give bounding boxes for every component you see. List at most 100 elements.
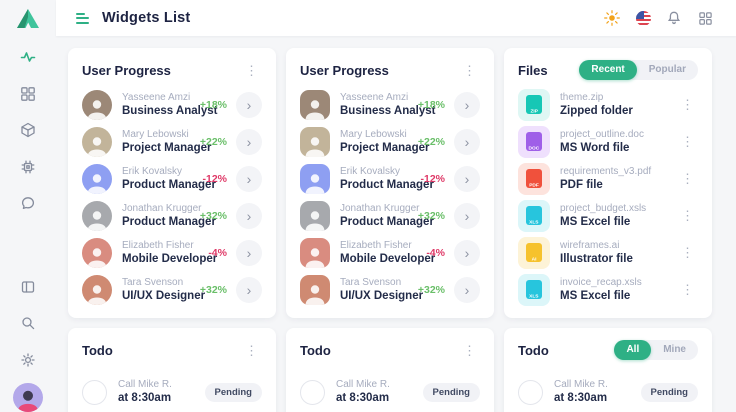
user-detail-button[interactable]: ›: [454, 239, 480, 266]
files-card: Files Recent Popular ZIP: [504, 48, 712, 318]
avatar-person-icon: [87, 99, 107, 120]
user-detail-button[interactable]: ›: [236, 128, 262, 155]
topbar-actions: [603, 9, 714, 27]
avatar: [82, 89, 112, 120]
todo-label: Call Mike R.: [336, 379, 390, 391]
dashboard-grid-icon: [21, 86, 35, 101]
language-button[interactable]: [634, 9, 652, 27]
user-row: Yasseene Amzi Business Analyst +18% ›: [300, 86, 480, 123]
progress-change: -12%: [202, 172, 227, 185]
user-detail-button[interactable]: ›: [236, 276, 262, 303]
file-menu-button[interactable]: ⋮: [677, 281, 698, 298]
progress-change: -4%: [426, 246, 445, 259]
card-title: Todo: [518, 342, 549, 358]
sidebar-item-chat[interactable]: [12, 188, 44, 220]
card-title: Todo: [300, 342, 331, 358]
file-type: MS Word file: [560, 141, 630, 154]
todo-checkbox[interactable]: [82, 379, 107, 405]
app-logo[interactable]: [13, 4, 43, 34]
todo-label: Call Mike R.: [118, 379, 172, 391]
card-menu-button[interactable]: ⋮: [241, 62, 262, 79]
user-row: Jonathan Krugger Product Manager +32% ›: [82, 197, 262, 234]
sidebar-item-activity[interactable]: [12, 42, 44, 74]
file-type: MS Excel file: [560, 215, 631, 228]
theme-toggle-button[interactable]: [603, 9, 621, 27]
card-menu-button[interactable]: ⋮: [459, 342, 480, 359]
sidebar-item-dashboard[interactable]: [12, 78, 44, 110]
user-detail-button[interactable]: ›: [236, 91, 262, 118]
avatar-person-icon: [305, 173, 325, 194]
file-menu-button[interactable]: ⋮: [677, 207, 698, 224]
avatar: [82, 237, 112, 268]
todo-checkbox[interactable]: [518, 379, 543, 405]
progress-change: +32%: [199, 283, 227, 296]
status-badge: Pending: [204, 382, 262, 402]
sidebar-item-components[interactable]: [12, 151, 44, 183]
file-type: PDF file: [560, 178, 603, 191]
user-name: Erik Kovalsky: [340, 165, 401, 177]
avatar: [300, 237, 330, 268]
file-name: project_budget.xsls: [560, 202, 647, 214]
user-role: UI/UX Designer: [122, 289, 206, 302]
user-name: Tara Svenson: [340, 276, 402, 288]
sidebar-item-panel[interactable]: [12, 271, 44, 303]
progress-change: +32%: [417, 283, 445, 296]
todo-row: Call Mike R. at 8:30am Pending: [82, 372, 262, 412]
avatar-person-icon: [87, 210, 107, 231]
todo-checkbox[interactable]: [300, 379, 325, 405]
file-list: ZIP theme.zip Zipped folder ⋮: [518, 86, 698, 308]
file-kind-label: DOC: [528, 144, 540, 151]
user-detail-button[interactable]: ›: [236, 239, 262, 266]
user-detail-button[interactable]: ›: [454, 128, 480, 155]
todo-label: Call Mike R.: [554, 379, 608, 391]
file-type-icon: XLS: [518, 273, 550, 306]
user-row: Tara Svenson UI/UX Designer +32% ›: [300, 271, 480, 308]
file-type-icon: AI: [518, 236, 550, 269]
user-row: Mary Lebowski Project Manager +22% ›: [82, 123, 262, 160]
file-row: AI wireframes.ai Illustrator file ⋮: [518, 234, 698, 271]
sidebar-item-packages[interactable]: [12, 115, 44, 147]
file-row: PDF requirements_v3.pdf PDF file ⋮: [518, 160, 698, 197]
card-menu-button[interactable]: ⋮: [241, 342, 262, 359]
user-detail-button[interactable]: ›: [236, 202, 262, 229]
file-menu-button[interactable]: ⋮: [677, 244, 698, 261]
notifications-button[interactable]: [665, 9, 683, 27]
filter-recent-button[interactable]: Recent: [579, 60, 637, 80]
filter-mine-button[interactable]: Mine: [651, 340, 698, 360]
user-name: Yasseene Amzi: [122, 91, 191, 103]
file-type: Illustrator file: [560, 252, 633, 265]
user-name: Jonathan Krugger: [340, 202, 420, 214]
user-name: Erik Kovalsky: [122, 165, 183, 177]
file-menu-button[interactable]: ⋮: [677, 170, 698, 187]
todo-filter-toggle: All Mine: [614, 340, 698, 360]
user-row: Jonathan Krugger Product Manager +32% ›: [300, 197, 480, 234]
sidebar-item-search[interactable]: [12, 308, 44, 340]
card-menu-button[interactable]: ⋮: [459, 62, 480, 79]
progress-change: +32%: [417, 209, 445, 222]
user-detail-button[interactable]: ›: [454, 165, 480, 192]
sidebar-item-settings[interactable]: [12, 344, 44, 376]
file-menu-button[interactable]: ⋮: [677, 96, 698, 113]
status-badge: Pending: [422, 382, 480, 402]
apps-menu-button[interactable]: [696, 9, 714, 27]
menu-toggle-button[interactable]: [76, 12, 89, 24]
progress-change: +22%: [199, 135, 227, 148]
filter-popular-button[interactable]: Popular: [637, 60, 698, 80]
progress-change: +22%: [417, 135, 445, 148]
user-role: Product Manager: [122, 215, 216, 228]
file-menu-button[interactable]: ⋮: [677, 133, 698, 150]
user-detail-button[interactable]: ›: [454, 91, 480, 118]
user-detail-button[interactable]: ›: [454, 202, 480, 229]
main-area: Widgets List: [56, 0, 736, 412]
user-detail-button[interactable]: ›: [236, 165, 262, 192]
todo-detail: at 8:30am: [336, 392, 390, 405]
user-row: Yasseene Amzi Business Analyst +18% ›: [82, 86, 262, 123]
file-type-icon: ZIP: [518, 88, 550, 121]
user-role: Business Analyst: [122, 104, 218, 117]
file-type: Zipped folder: [560, 104, 633, 117]
topbar: Widgets List: [56, 0, 736, 36]
user-avatar[interactable]: [13, 382, 43, 412]
filter-all-button[interactable]: All: [614, 340, 652, 360]
avatar-person-icon: [305, 284, 325, 305]
user-detail-button[interactable]: ›: [454, 276, 480, 303]
